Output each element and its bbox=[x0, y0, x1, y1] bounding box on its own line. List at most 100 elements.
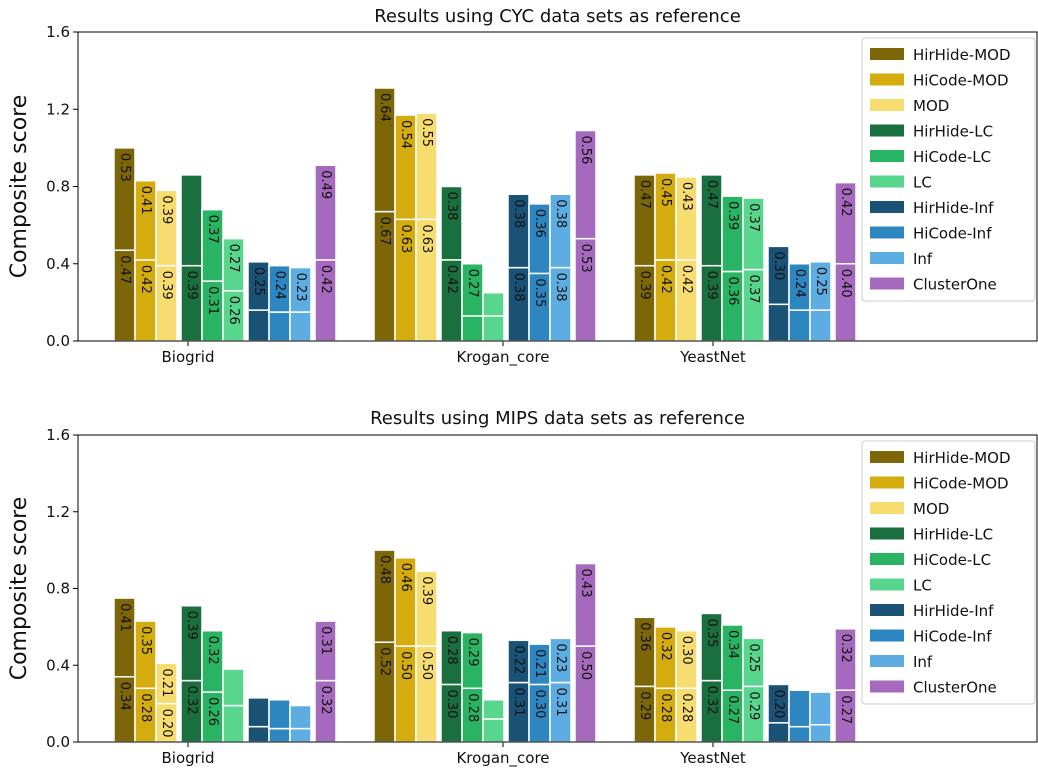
value-label: 0.42 bbox=[138, 265, 153, 294]
legend-swatch bbox=[870, 451, 904, 463]
bar-segment bbox=[767, 303, 790, 342]
x-tick-label: Biogrid bbox=[161, 749, 214, 767]
axes-frame bbox=[77, 31, 1038, 342]
legend-swatch bbox=[870, 680, 904, 693]
bar-segment bbox=[549, 193, 572, 269]
value-label: 0.21 bbox=[532, 649, 547, 678]
x-tick-label: Krogan_core bbox=[456, 348, 549, 367]
y-tick-label: 1.2 bbox=[46, 503, 70, 521]
value-label: 0.28 bbox=[138, 693, 153, 722]
value-label: 0.54 bbox=[398, 120, 413, 149]
value-label: 0.38 bbox=[511, 199, 526, 228]
value-label: 0.30 bbox=[444, 689, 459, 718]
value-label: 0.47 bbox=[704, 180, 719, 209]
value-label: 0.38 bbox=[553, 273, 568, 302]
value-label: 0.31 bbox=[511, 688, 526, 717]
value-label: 0.48 bbox=[377, 555, 392, 584]
value-label: 0.35 bbox=[532, 278, 547, 307]
bar-segment bbox=[482, 718, 505, 743]
value-label: 0.31 bbox=[553, 688, 568, 717]
legend-swatch bbox=[870, 252, 904, 264]
bar-segment bbox=[201, 629, 224, 693]
bar-segment bbox=[742, 637, 765, 688]
bar-segment bbox=[155, 189, 178, 267]
value-label: 0.32 bbox=[184, 686, 199, 715]
bar-segment bbox=[289, 704, 312, 730]
legend-label: Inf bbox=[913, 653, 933, 671]
value-label: 0.53 bbox=[578, 244, 593, 273]
y-axis-label: Composite score bbox=[7, 95, 32, 279]
value-label: 0.63 bbox=[398, 224, 413, 253]
value-label: 0.42 bbox=[658, 265, 673, 294]
value-label: 0.28 bbox=[444, 636, 459, 665]
legend-label: LC bbox=[913, 174, 932, 192]
value-label: 0.55 bbox=[419, 118, 434, 147]
bar-segment bbox=[788, 309, 811, 342]
value-label: 0.21 bbox=[159, 668, 174, 697]
legend-swatch bbox=[870, 277, 904, 290]
bar-segment bbox=[482, 315, 505, 342]
legend-swatch bbox=[870, 201, 904, 213]
bar-segment bbox=[482, 699, 505, 720]
legend-label: HirHide-Inf bbox=[913, 602, 994, 620]
value-label: 0.34 bbox=[725, 630, 740, 659]
value-label: 0.25 bbox=[746, 643, 761, 672]
bar-segment bbox=[809, 309, 832, 342]
value-label: 0.42 bbox=[679, 265, 694, 294]
value-label: 0.30 bbox=[532, 689, 547, 718]
value-label: 0.23 bbox=[553, 643, 568, 672]
value-label: 0.41 bbox=[138, 186, 153, 215]
value-label: 0.34 bbox=[117, 682, 132, 711]
value-label: 0.27 bbox=[226, 244, 241, 273]
value-label: 0.27 bbox=[465, 269, 480, 298]
value-label: 0.41 bbox=[117, 603, 132, 632]
legend-swatch bbox=[870, 527, 904, 540]
value-label: 0.32 bbox=[704, 686, 719, 715]
bar-segment bbox=[461, 263, 484, 317]
value-label: 0.23 bbox=[293, 273, 308, 302]
value-label: 0.31 bbox=[318, 626, 333, 655]
bar-segment bbox=[314, 620, 337, 682]
value-label: 0.53 bbox=[117, 153, 132, 182]
value-label: 0.35 bbox=[704, 618, 719, 647]
bar-segment bbox=[289, 266, 312, 313]
bar-segment bbox=[222, 668, 245, 707]
value-label: 0.38 bbox=[444, 192, 459, 221]
value-label: 0.27 bbox=[725, 695, 740, 724]
bar-segment bbox=[482, 291, 505, 317]
value-label: 0.20 bbox=[771, 689, 786, 718]
bar-segment bbox=[415, 570, 438, 647]
y-axis-label: Composite score bbox=[7, 497, 32, 681]
bar-segment bbox=[314, 164, 337, 261]
value-label: 0.50 bbox=[398, 651, 413, 680]
bar-segment bbox=[809, 261, 832, 311]
value-label: 0.37 bbox=[205, 215, 220, 244]
legend-swatch bbox=[870, 604, 904, 616]
y-tick-label: 0.4 bbox=[46, 255, 70, 273]
value-label: 0.38 bbox=[511, 273, 526, 302]
value-label: 0.64 bbox=[377, 93, 392, 122]
x-tick-label: YeastNet bbox=[679, 348, 746, 366]
y-tick-label: 1.2 bbox=[46, 100, 70, 118]
value-label: 0.28 bbox=[679, 693, 694, 722]
bar-segment bbox=[788, 725, 811, 743]
y-tick-label: 0.0 bbox=[46, 332, 70, 350]
legend-label: ClusterOne bbox=[913, 276, 997, 294]
legend-swatch bbox=[870, 48, 904, 60]
bar-segment bbox=[268, 699, 291, 730]
legend-swatch bbox=[870, 578, 904, 591]
bar-segment bbox=[461, 631, 484, 690]
legend-label: ClusterOne bbox=[913, 679, 997, 697]
bar-segment bbox=[675, 176, 698, 261]
value-label: 0.39 bbox=[159, 271, 174, 300]
legend-label: HirHide-Inf bbox=[913, 199, 994, 217]
bar-segment bbox=[289, 727, 312, 743]
legend-label: HiCode-LC bbox=[913, 148, 991, 166]
legend-label: MOD bbox=[913, 97, 949, 115]
bar-segment bbox=[574, 562, 597, 647]
bar-segment bbox=[809, 691, 832, 726]
legend-swatch bbox=[870, 655, 904, 667]
y-tick-label: 0.8 bbox=[46, 580, 70, 598]
x-tick-label: YeastNet bbox=[679, 749, 746, 767]
value-label: 0.38 bbox=[553, 199, 568, 228]
